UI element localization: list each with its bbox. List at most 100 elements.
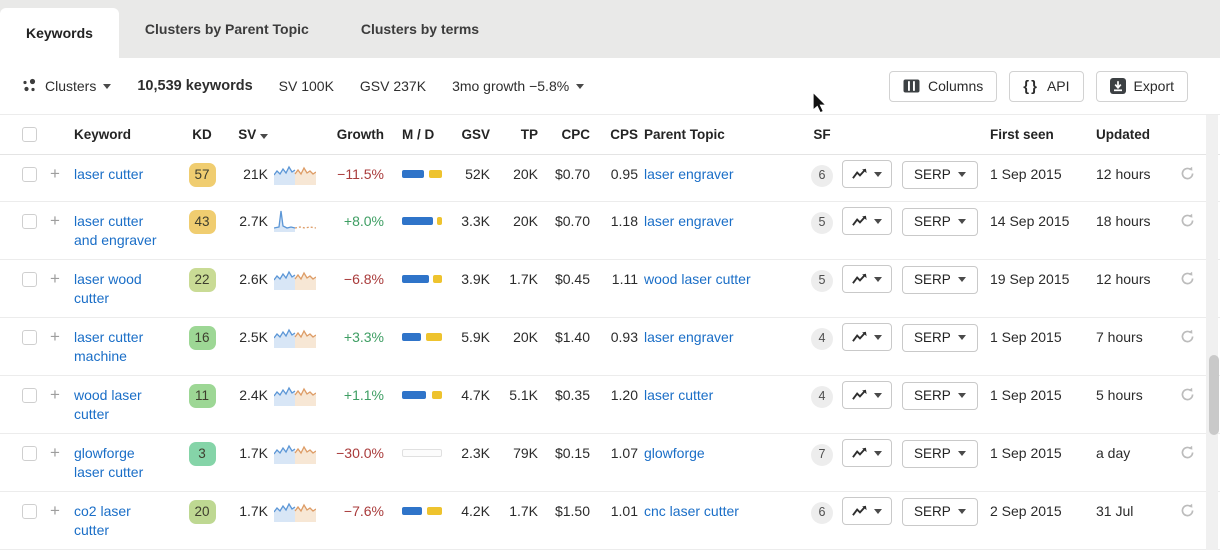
columns-button[interactable]: Columns bbox=[889, 70, 998, 102]
column-header-keyword[interactable]: Keyword bbox=[74, 127, 132, 142]
tab-bar: Keywords Clusters by Parent Topic Cluste… bbox=[0, 0, 1220, 58]
serp-dropdown-button[interactable]: SERP bbox=[902, 323, 978, 352]
keyword-link[interactable]: co2 laser cutter bbox=[74, 503, 131, 538]
table-row: + laser wood cutter 22 2.6K −6.8% 3.9K bbox=[0, 260, 1220, 318]
column-header-first-seen[interactable]: First seen bbox=[990, 127, 1054, 142]
kd-badge: 3 bbox=[188, 442, 216, 466]
tp-value: 1.7K bbox=[509, 271, 538, 287]
refresh-icon[interactable] bbox=[1180, 213, 1195, 233]
serp-dropdown-button[interactable]: SERP bbox=[902, 497, 978, 526]
cps-value: 1.01 bbox=[610, 503, 638, 519]
vertical-scrollbar[interactable] bbox=[1206, 115, 1218, 550]
sv-value: 2.7K bbox=[239, 213, 268, 229]
position-history-chart-button[interactable] bbox=[842, 207, 892, 235]
trend-chart-icon bbox=[852, 447, 867, 458]
row-checkbox[interactable] bbox=[22, 272, 37, 287]
first-seen-value: 2 Sep 2015 bbox=[990, 503, 1062, 519]
row-checkbox[interactable] bbox=[22, 214, 37, 229]
parent-topic-link[interactable]: cnc laser cutter bbox=[644, 503, 739, 519]
parent-topic-link[interactable]: laser engraver bbox=[644, 329, 734, 345]
position-history-chart-button[interactable] bbox=[842, 160, 892, 188]
add-to-list-icon[interactable]: + bbox=[50, 327, 60, 346]
keyword-link[interactable]: wood laser cutter bbox=[74, 387, 142, 422]
position-history-chart-button[interactable] bbox=[842, 381, 892, 409]
row-checkbox[interactable] bbox=[22, 504, 37, 519]
column-header-growth[interactable]: Growth bbox=[336, 127, 384, 142]
column-header-cpc[interactable]: CPC bbox=[561, 127, 590, 142]
mobile-share-segment bbox=[402, 333, 422, 341]
column-header-sv[interactable]: SV bbox=[222, 127, 274, 142]
refresh-icon[interactable] bbox=[1180, 166, 1195, 186]
gsv-value: 4.7K bbox=[461, 387, 490, 403]
desktop-share-segment bbox=[433, 275, 442, 283]
clusters-dropdown[interactable]: Clusters bbox=[22, 78, 112, 94]
column-header-sf[interactable]: SF bbox=[813, 127, 831, 142]
trend-sparkline bbox=[273, 165, 317, 185]
serp-dropdown-button[interactable]: SERP bbox=[902, 381, 978, 410]
sv-value: 1.7K bbox=[239, 503, 268, 519]
growth-dropdown[interactable]: 3mo growth −5.8% bbox=[452, 78, 585, 94]
add-to-list-icon[interactable]: + bbox=[50, 443, 60, 462]
column-header-tp[interactable]: TP bbox=[520, 127, 538, 142]
gsv-value: 2.3K bbox=[461, 445, 490, 461]
keyword-link[interactable]: laser cutter machine bbox=[74, 329, 144, 364]
column-header-cps[interactable]: CPS bbox=[610, 127, 638, 142]
kd-badge: 16 bbox=[188, 326, 216, 350]
add-to-list-icon[interactable]: + bbox=[50, 269, 60, 288]
add-to-list-icon[interactable]: + bbox=[50, 385, 60, 404]
parent-topic-link[interactable]: laser engraver bbox=[644, 166, 734, 182]
export-button[interactable]: Export bbox=[1095, 70, 1188, 102]
select-all-checkbox[interactable] bbox=[22, 126, 37, 142]
cps-value: 0.95 bbox=[610, 166, 638, 182]
serp-button-label: SERP bbox=[914, 272, 951, 287]
serp-button-label: SERP bbox=[914, 214, 951, 229]
position-history-chart-button[interactable] bbox=[842, 323, 892, 351]
row-checkbox[interactable] bbox=[22, 330, 37, 345]
mobile-desktop-bar bbox=[402, 449, 442, 457]
position-history-chart-button[interactable] bbox=[842, 439, 892, 467]
column-header-gsv[interactable]: GSV bbox=[461, 127, 490, 142]
keyword-link[interactable]: glowforge laser cutter bbox=[74, 445, 144, 480]
add-to-list-icon[interactable]: + bbox=[50, 211, 60, 230]
serp-dropdown-button[interactable]: SERP bbox=[902, 439, 978, 468]
cpc-value: $1.40 bbox=[554, 329, 590, 345]
position-history-chart-button[interactable] bbox=[842, 265, 892, 293]
refresh-icon[interactable] bbox=[1180, 503, 1195, 523]
column-header-kd[interactable]: KD bbox=[192, 127, 212, 142]
refresh-icon[interactable] bbox=[1180, 329, 1195, 349]
row-checkbox[interactable] bbox=[22, 446, 37, 461]
add-to-list-icon[interactable]: + bbox=[50, 164, 60, 183]
keyword-link[interactable]: laser cutter and engraver bbox=[74, 213, 157, 248]
column-header-updated[interactable]: Updated bbox=[1096, 127, 1150, 142]
tp-value: 5.1K bbox=[509, 387, 538, 403]
first-seen-value: 1 Sep 2015 bbox=[990, 445, 1062, 461]
tab-clusters-by-parent-topic[interactable]: Clusters by Parent Topic bbox=[119, 0, 335, 58]
serp-dropdown-button[interactable]: SERP bbox=[902, 160, 978, 189]
tab-clusters-by-terms[interactable]: Clusters by terms bbox=[335, 0, 505, 58]
serp-dropdown-button[interactable]: SERP bbox=[902, 207, 978, 236]
parent-topic-link[interactable]: laser engraver bbox=[644, 213, 734, 229]
kd-badge: 57 bbox=[188, 163, 216, 187]
refresh-icon[interactable] bbox=[1180, 271, 1195, 291]
keyword-link[interactable]: laser cutter bbox=[74, 166, 144, 182]
sv-value: 1.7K bbox=[239, 445, 268, 461]
growth-value: +1.1% bbox=[343, 387, 384, 403]
row-checkbox[interactable] bbox=[22, 167, 37, 182]
add-to-list-icon[interactable]: + bbox=[50, 501, 60, 520]
row-checkbox[interactable] bbox=[22, 388, 37, 403]
tab-keywords[interactable]: Keywords bbox=[0, 8, 119, 58]
parent-topic-link[interactable]: laser cutter bbox=[644, 387, 714, 403]
position-history-chart-button[interactable] bbox=[842, 497, 892, 525]
serp-dropdown-button[interactable]: SERP bbox=[902, 265, 978, 294]
refresh-icon[interactable] bbox=[1180, 387, 1195, 407]
keyword-link[interactable]: laser wood cutter bbox=[74, 271, 142, 306]
trend-sparkline bbox=[273, 502, 317, 522]
api-button[interactable]: {} API bbox=[1009, 70, 1084, 102]
parent-topic-link[interactable]: glowforge bbox=[644, 445, 705, 461]
parent-topic-link[interactable]: wood laser cutter bbox=[644, 271, 751, 287]
column-header-md[interactable]: M / D bbox=[402, 127, 435, 142]
vertical-scrollbar-thumb[interactable] bbox=[1209, 355, 1219, 435]
refresh-icon[interactable] bbox=[1180, 445, 1195, 465]
trend-chart-icon bbox=[852, 505, 867, 516]
column-header-parent-topic[interactable]: Parent Topic bbox=[644, 127, 725, 142]
